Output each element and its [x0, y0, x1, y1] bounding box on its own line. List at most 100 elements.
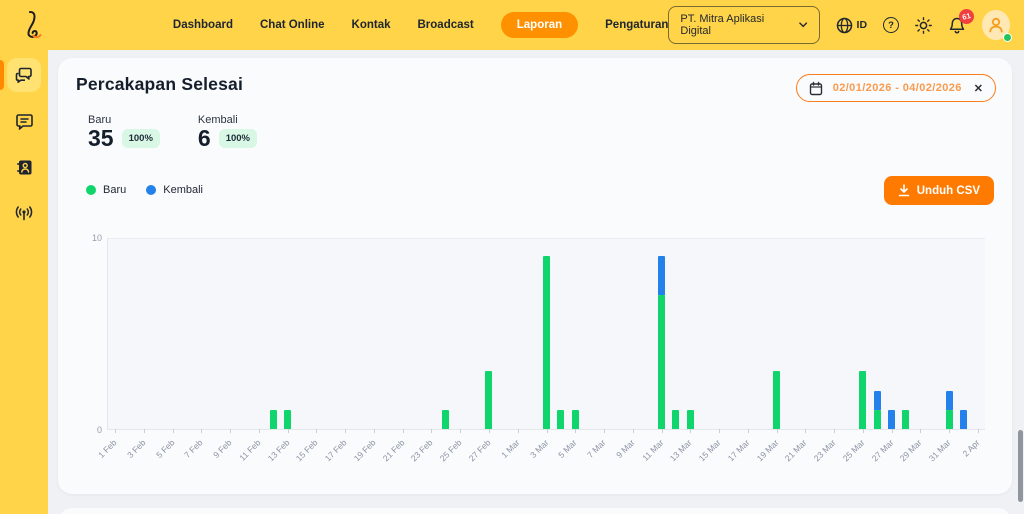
bar-segment-baru: [543, 256, 550, 429]
nav-item-laporan[interactable]: Laporan: [500, 12, 579, 38]
bar-3-mar[interactable]: [543, 256, 550, 429]
legend-label: Kembali: [163, 184, 203, 196]
x-axis-tick: [920, 429, 922, 433]
help-icon: ?: [883, 17, 900, 33]
bar-27-mar[interactable]: [888, 409, 896, 429]
x-axis-label: 19 Feb: [351, 437, 378, 464]
x-axis-label: 17 Mar: [725, 437, 752, 464]
bar-13-feb[interactable]: [284, 409, 292, 429]
x-axis-tick: [977, 429, 979, 433]
bar-11-mar[interactable]: [658, 256, 666, 429]
bar-26-mar[interactable]: [873, 390, 881, 429]
x-axis-tick: [661, 429, 663, 433]
stat-block: Kembali 6 100%: [197, 114, 258, 150]
nav-item-kontak[interactable]: Kontak: [351, 19, 391, 31]
topbar-right: PT. Mitra Aplikasi Digital ID ?: [668, 6, 1012, 44]
bar-25-mar[interactable]: [859, 371, 867, 429]
bar-24-feb[interactable]: [442, 409, 450, 429]
x-axis-label: 13 Mar: [668, 437, 694, 464]
x-axis-tick: [402, 429, 404, 433]
main-content: Percakapan Selesai 02/01/2026 - 04/02/20…: [48, 50, 1024, 514]
bar-segment-baru: [859, 371, 867, 429]
x-axis-tick: [805, 429, 807, 433]
app-logo[interactable]: [18, 7, 51, 43]
bar-segment-kembali: [873, 390, 881, 410]
company-selector[interactable]: PT. Mitra Aplikasi Digital: [668, 6, 820, 44]
nav-item-chat-online[interactable]: Chat Online: [259, 19, 325, 31]
bar-segment-kembali: [658, 256, 666, 295]
user-avatar[interactable]: [982, 10, 1012, 42]
sidebar-item-chat[interactable]: [7, 104, 41, 138]
bar-28-mar[interactable]: [902, 409, 910, 429]
sidebar-item-contacts[interactable]: [7, 150, 41, 184]
bar-12-feb[interactable]: [269, 409, 277, 429]
theme-toggle[interactable]: [915, 16, 932, 34]
x-axis-tick: [316, 429, 318, 433]
x-axis-label: 9 Feb: [211, 437, 234, 460]
logo-icon: [27, 11, 42, 39]
main-nav: Dashboard Chat Online Kontak Broadcast Lapor…: [173, 12, 668, 38]
date-range-picker[interactable]: 02/01/2026 - 04/02/2026 ✕: [795, 74, 996, 102]
stat-block: Baru 35 100%: [88, 114, 160, 150]
x-axis-tick: [258, 429, 260, 433]
bar-4-mar[interactable]: [557, 409, 565, 429]
active-indicator: [0, 60, 4, 90]
bar-12-mar[interactable]: [672, 409, 680, 429]
x-axis-label: 15 Mar: [696, 437, 723, 464]
x-axis-label: 1 Mar: [498, 437, 522, 460]
sidebar-item-broadcast[interactable]: [7, 196, 41, 230]
bar-segment-baru: [571, 409, 579, 429]
language-selector[interactable]: ID: [836, 17, 868, 34]
topbar: Dashboard Chat Online Kontak Broadcast Lapor…: [0, 0, 1024, 50]
bar-5-mar[interactable]: [571, 409, 579, 429]
conversations-icon: [15, 67, 32, 83]
legend-item[interactable]: Kembali: [146, 184, 203, 196]
x-axis-label: 31 Mar: [926, 437, 953, 464]
date-range-value: 02/01/2026 - 04/02/2026: [832, 82, 962, 94]
notifications-button[interactable]: 61: [948, 6, 976, 35]
download-csv-button[interactable]: Unduh CSV: [883, 176, 994, 205]
language-label: ID: [856, 19, 868, 31]
nav-item-dashboard[interactable]: Dashboard: [172, 19, 233, 31]
scrollbar-thumb[interactable]: [1018, 430, 1023, 502]
x-axis-label: 2 Apr: [960, 437, 982, 459]
x-axis-tick: [747, 429, 749, 433]
bar-segment-baru: [284, 409, 292, 429]
sidebar: [0, 50, 48, 514]
x-axis-tick: [517, 429, 519, 433]
x-axis-label: 7 Feb: [182, 437, 205, 460]
x-axis-tick: [891, 429, 893, 433]
bar-segment-kembali: [945, 390, 953, 410]
x-axis-tick: [431, 429, 433, 433]
bar-segment-baru: [485, 371, 493, 429]
bar-27-feb[interactable]: [485, 371, 493, 429]
help-button[interactable]: ?: [883, 17, 900, 33]
legend-item[interactable]: Baru: [86, 184, 126, 196]
bar-segment-baru: [945, 409, 953, 429]
stat-label: Baru: [88, 114, 112, 126]
x-axis-tick: [632, 429, 634, 433]
nav-item-pengaturan[interactable]: Pengaturan: [605, 19, 669, 31]
x-axis-tick: [834, 429, 836, 433]
x-axis-label: 17 Feb: [322, 437, 349, 464]
bar-19-mar[interactable]: [773, 371, 781, 429]
x-axis-label: 11 Feb: [237, 437, 263, 463]
x-axis-label: 25 Mar: [840, 437, 867, 464]
sidebar-item-conversations[interactable]: [0, 58, 41, 92]
contacts-book-icon: [16, 160, 31, 174]
clear-date-button[interactable]: ✕: [973, 82, 983, 95]
stat-label: Kembali: [197, 114, 238, 126]
x-axis-tick: [719, 429, 721, 433]
bar-13-mar[interactable]: [686, 409, 694, 429]
y-axis-tick-10: 10: [91, 233, 102, 243]
x-axis-tick: [143, 429, 145, 433]
nav-item-broadcast[interactable]: Broadcast: [417, 19, 474, 31]
bar-chart-plot[interactable]: 1 Feb 3 Feb 5 Feb 7 Feb 9 Feb 11 Feb 13 Feb 15 …: [96, 238, 985, 463]
x-axis-label: 19 Mar: [754, 437, 781, 464]
bar-31-mar[interactable]: [945, 390, 953, 429]
avatar-person-icon: [989, 17, 1003, 33]
bar-1-apr[interactable]: [959, 409, 967, 429]
bar-segment-baru: [269, 409, 277, 429]
x-axis-label: 15 Feb: [294, 437, 320, 464]
